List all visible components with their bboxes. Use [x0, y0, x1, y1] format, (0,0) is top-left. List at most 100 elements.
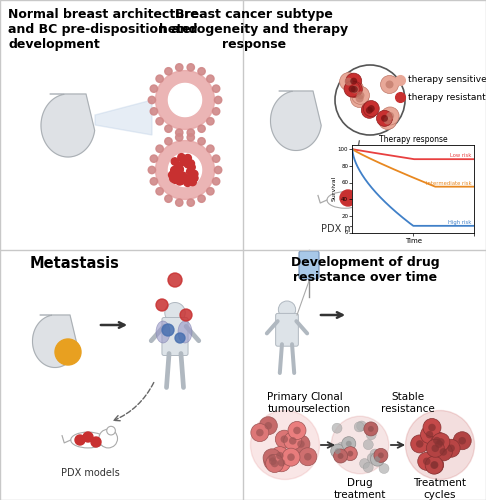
Circle shape [416, 440, 423, 448]
Circle shape [165, 125, 172, 132]
Text: Breast cancer subtype
heterogeneity and therapy
response: Breast cancer subtype heterogeneity and … [159, 8, 348, 51]
Circle shape [426, 440, 444, 458]
Circle shape [351, 86, 358, 93]
Circle shape [173, 175, 180, 182]
Circle shape [260, 416, 278, 434]
Circle shape [180, 158, 188, 166]
Circle shape [351, 86, 369, 104]
Text: Clonal
selection: Clonal selection [303, 392, 350, 413]
Text: Metastasis: Metastasis [30, 256, 120, 271]
Circle shape [292, 435, 310, 453]
Circle shape [171, 166, 178, 174]
Circle shape [434, 443, 452, 461]
Circle shape [386, 112, 394, 120]
Circle shape [256, 429, 263, 436]
Circle shape [156, 75, 163, 82]
Circle shape [266, 454, 284, 472]
Circle shape [432, 433, 450, 451]
Circle shape [198, 195, 205, 202]
Circle shape [350, 78, 357, 84]
Circle shape [177, 177, 185, 184]
Circle shape [184, 179, 191, 186]
Circle shape [378, 452, 384, 458]
Circle shape [269, 458, 277, 465]
Circle shape [175, 64, 183, 71]
Circle shape [362, 102, 377, 118]
Circle shape [264, 422, 272, 430]
Circle shape [366, 430, 376, 440]
Circle shape [364, 186, 374, 194]
Circle shape [175, 170, 183, 177]
Circle shape [273, 454, 291, 472]
Circle shape [423, 418, 441, 436]
Circle shape [405, 410, 474, 480]
Circle shape [356, 188, 376, 208]
Circle shape [284, 432, 302, 450]
Circle shape [276, 452, 284, 460]
Circle shape [370, 452, 384, 466]
Circle shape [175, 134, 183, 141]
Text: Treatment
cycles: Treatment cycles [414, 478, 467, 500]
Circle shape [156, 299, 168, 311]
Circle shape [278, 459, 285, 466]
Circle shape [364, 422, 378, 436]
Circle shape [264, 452, 282, 470]
Circle shape [250, 410, 319, 480]
Circle shape [332, 423, 342, 433]
Circle shape [162, 324, 174, 336]
Circle shape [430, 435, 448, 453]
Circle shape [447, 444, 455, 452]
Circle shape [453, 432, 471, 450]
Circle shape [347, 82, 363, 98]
Circle shape [191, 170, 198, 177]
Circle shape [350, 90, 368, 108]
Circle shape [271, 446, 289, 464]
Circle shape [343, 446, 357, 460]
Circle shape [207, 145, 214, 152]
Circle shape [175, 165, 183, 172]
Polygon shape [271, 91, 321, 150]
Circle shape [346, 73, 362, 89]
Ellipse shape [71, 432, 105, 448]
FancyBboxPatch shape [299, 251, 319, 279]
Circle shape [431, 461, 438, 468]
Polygon shape [41, 94, 95, 157]
Circle shape [150, 85, 157, 92]
Circle shape [187, 160, 194, 167]
Circle shape [174, 162, 182, 169]
Polygon shape [169, 84, 202, 116]
Text: High risk: High risk [448, 220, 471, 225]
Circle shape [183, 175, 190, 182]
Circle shape [346, 440, 352, 446]
Circle shape [176, 178, 183, 185]
Circle shape [175, 333, 185, 343]
Circle shape [187, 168, 194, 175]
Text: Stable
resistance: Stable resistance [381, 392, 435, 413]
Circle shape [175, 129, 183, 136]
Circle shape [156, 188, 163, 195]
Circle shape [189, 178, 196, 186]
Circle shape [431, 462, 438, 469]
Circle shape [148, 166, 156, 173]
Circle shape [357, 421, 366, 431]
Circle shape [187, 134, 194, 141]
Circle shape [263, 449, 281, 467]
Circle shape [381, 76, 399, 94]
Circle shape [288, 422, 306, 440]
Text: PDX models: PDX models [321, 224, 380, 234]
Circle shape [179, 172, 187, 180]
Circle shape [198, 125, 205, 132]
Circle shape [346, 80, 364, 98]
Circle shape [426, 431, 434, 438]
Circle shape [170, 175, 177, 182]
Circle shape [383, 116, 392, 124]
Circle shape [212, 85, 220, 92]
Text: Development of drug
resistance over time: Development of drug resistance over time [291, 256, 439, 284]
Polygon shape [33, 315, 77, 368]
Circle shape [156, 145, 163, 152]
Circle shape [297, 440, 305, 448]
Circle shape [342, 436, 356, 450]
Circle shape [184, 154, 191, 162]
Circle shape [207, 188, 214, 195]
Circle shape [150, 108, 157, 115]
